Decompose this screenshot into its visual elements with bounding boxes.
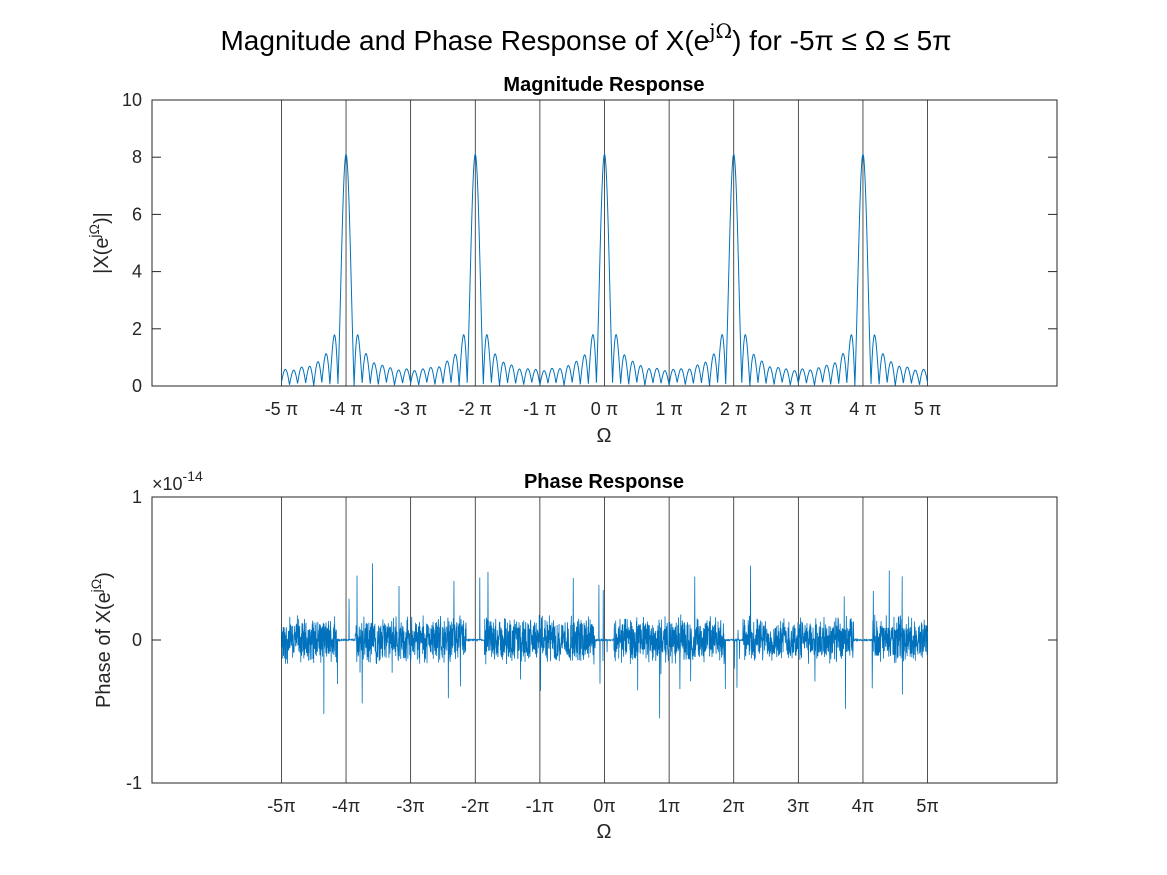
mag-xtick-label: 5 π <box>914 399 941 419</box>
ph-ytick-label: -1 <box>126 773 142 793</box>
ph-xtick-label: 3π <box>787 796 809 816</box>
ph-xtick-label: -5π <box>267 796 295 816</box>
ph-xtick-label: 2π <box>723 796 745 816</box>
magnitude-title: Magnitude Response <box>503 74 704 96</box>
phase-title: Phase Response <box>524 471 684 493</box>
magnitude-ylabel: |X(ejΩ)| <box>86 212 113 274</box>
mag-ytick-label: 0 <box>132 376 142 396</box>
ph-xtick-label: -3π <box>396 796 424 816</box>
figure-title: Magnitude and Phase Response of X(ejΩ) f… <box>220 19 951 56</box>
phase-series-line <box>281 563 928 719</box>
mag-xtick-label: -5 π <box>265 399 298 419</box>
mag-xtick-label: -2 π <box>459 399 492 419</box>
mag-ytick-label: 8 <box>132 147 142 167</box>
phase-xlabel: Ω <box>597 821 612 843</box>
ph-xtick-label: 0π <box>593 796 615 816</box>
mag-xtick-label: -3 π <box>394 399 427 419</box>
mag-xtick-label: -4 π <box>329 399 362 419</box>
ph-ytick-label: 1 <box>132 487 142 507</box>
mag-ytick-label: 10 <box>122 90 142 110</box>
mag-ytick-label: 6 <box>132 204 142 224</box>
ph-xtick-label: -2π <box>461 796 489 816</box>
mag-xtick-label: 3 π <box>785 399 812 419</box>
ph-xtick-label: 1π <box>658 796 680 816</box>
mag-ytick-label: 2 <box>132 319 142 339</box>
ph-ytick-label: 0 <box>132 630 142 650</box>
mag-xtick-label: 1 π <box>655 399 682 419</box>
magnitude-axes: -5 π -4 π -3 π -2 π -1 π 0 π 1 π 2 π 3 π 4 π 5 π 0 2… <box>86 74 1058 447</box>
magnitude-xlabel: Ω <box>597 425 612 447</box>
magnitude-axes-box <box>151 99 1058 387</box>
ph-xtick-label: 5π <box>916 796 938 816</box>
ph-xtick-label: -4π <box>332 796 360 816</box>
phase-exponent-label: ×10-14 <box>152 468 203 494</box>
ph-xtick-label: -1π <box>526 796 554 816</box>
mag-xtick-label: 2 π <box>720 399 747 419</box>
ph-xtick-label: 4π <box>852 796 874 816</box>
phase-ylabel: Phase of X(ejΩ) <box>88 572 115 708</box>
phase-axes: -5π -4π -3π -2π -1π 0π 1π 2π 3π 4π 5π -1 0 1 Phase Re… <box>88 468 1058 843</box>
mag-xtick-label: 4 π <box>849 399 876 419</box>
mag-ytick-label: 4 <box>132 262 142 282</box>
magnitude-series-line <box>280 153 929 386</box>
mag-xtick-label: 0 π <box>591 399 618 419</box>
mag-xtick-label: -1 π <box>523 399 556 419</box>
